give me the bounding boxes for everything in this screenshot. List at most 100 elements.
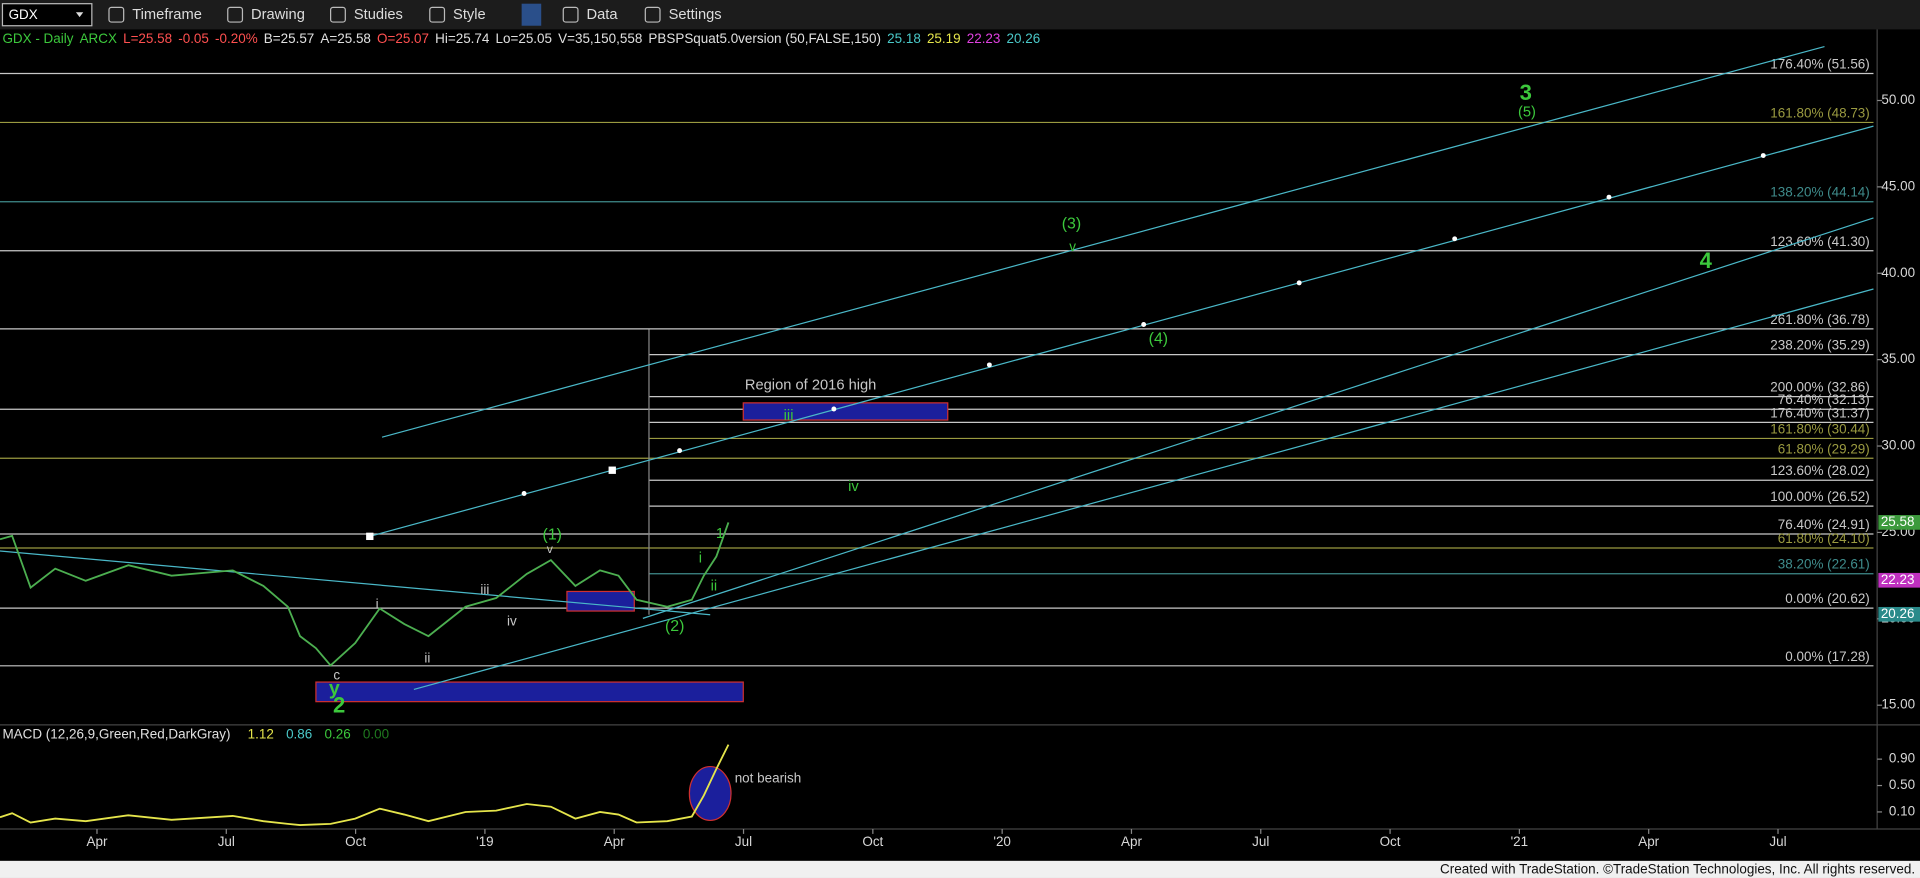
wave-label: i — [376, 596, 379, 611]
wave-label: 2 — [333, 692, 345, 717]
symbol-box[interactable] — [1, 3, 93, 27]
level-label: 238.20% (35.29) — [1770, 338, 1869, 353]
readout-part: 25.18 — [887, 31, 921, 46]
menu-item[interactable]: Studies — [354, 7, 403, 23]
menu-icon — [429, 6, 446, 23]
channel-line — [381, 45, 1825, 438]
menu-icon — [644, 6, 661, 23]
level-label: 123.60% (28.02) — [1770, 463, 1869, 478]
target-box — [566, 590, 635, 612]
y-tick-label: 15.00 — [1881, 697, 1915, 712]
readout-part: 22.23 — [967, 31, 1001, 46]
menu-icon — [562, 6, 579, 23]
wave-label: iv — [507, 614, 517, 629]
readout-part: L=25.58 — [123, 31, 172, 46]
marker — [521, 491, 527, 496]
wave-label: (1) — [543, 526, 562, 543]
marker — [1760, 153, 1766, 158]
wave-label: (4) — [1149, 330, 1168, 347]
footer: Created with TradeStation. ©TradeStation… — [1440, 862, 1915, 877]
x-tick-label: Apr — [87, 834, 108, 849]
y-tick-label: 30.00 — [1881, 438, 1915, 453]
menu-item[interactable]: Drawing — [251, 7, 305, 23]
channel-line — [369, 125, 1874, 537]
readout-part: O=25.07 — [377, 31, 429, 46]
level-label: 200.00% (32.86) — [1770, 380, 1869, 395]
level-label: 161.80% (48.73) — [1770, 105, 1869, 120]
readout-part: V=35,150,558 — [558, 31, 642, 46]
menu-item[interactable]: Timeframe — [132, 7, 202, 23]
wave-label: v — [1069, 239, 1076, 254]
x-tick-label: '20 — [993, 834, 1011, 849]
menu-item[interactable]: Data — [587, 7, 619, 23]
readout-part: ARCX — [80, 31, 117, 46]
readout-part: -0.05 — [178, 31, 209, 46]
highlight-ellipse — [688, 765, 732, 822]
level-label: 61.80% (29.29) — [1778, 441, 1870, 456]
wave-label: Region of 2016 high — [745, 378, 876, 394]
menu-item[interactable]: Style — [453, 7, 486, 23]
x-tick-label: '21 — [1511, 834, 1529, 849]
dropdown-arrow — [75, 12, 84, 18]
menu-icon — [330, 6, 346, 23]
macd-readout: 0.00 — [363, 726, 389, 741]
x-tick-label: Jul — [735, 834, 752, 849]
level-label: 76.40% (32.13) — [1778, 392, 1870, 407]
y-tick-label: 35.00 — [1881, 351, 1915, 366]
macd-readout: MACD (12,26,9,Green,Red,DarkGray) 1.12 0.8… — [2, 726, 389, 741]
level-label: 176.40% (31.37) — [1770, 405, 1869, 420]
menu-icon — [108, 6, 125, 23]
readout-part: Lo=25.05 — [496, 31, 553, 46]
marker — [677, 448, 683, 454]
marker — [831, 406, 837, 412]
channel-line — [642, 217, 1874, 619]
marker — [986, 362, 992, 368]
wave-label: ii — [711, 578, 718, 594]
wave-label: iii — [480, 582, 489, 597]
x-axis — [0, 830, 1878, 860]
x-tick-label: Jul — [1252, 834, 1269, 849]
wave-label: (5) — [1518, 105, 1536, 121]
readout-part: GDX - Daily — [2, 31, 73, 46]
wave-label: y — [329, 678, 340, 700]
wave-label: iii — [784, 408, 794, 424]
target-box — [742, 402, 949, 421]
level-label: 76.40% (24.91) — [1778, 517, 1870, 532]
wave-label: iv — [848, 479, 859, 495]
y-tick-label: 0.90 — [1889, 751, 1915, 766]
symbol[interactable]: GDX — [9, 7, 38, 22]
readout-part: Hi=25.74 — [435, 31, 490, 46]
header-readout: GDX - Daily ARCX L=25.58 -0.05 -0.20% B=25.57… — [2, 31, 1040, 46]
level-label: 61.80% (24.10) — [1778, 531, 1870, 546]
y-tick-label: 40.00 — [1881, 265, 1915, 280]
x-tick-label: Apr — [1638, 834, 1659, 849]
x-tick-label: Apr — [604, 834, 625, 849]
price-tag-label: 22.23 — [1881, 572, 1915, 587]
layout-button[interactable] — [521, 3, 542, 26]
price-tag — [1878, 572, 1920, 588]
wave-label: 1 — [716, 526, 724, 542]
wave-label: (2) — [665, 618, 684, 635]
footer-bar — [0, 860, 1920, 878]
price-tag-label: 25.58 — [1881, 514, 1915, 529]
level-label: 0.00% (17.28) — [1785, 649, 1870, 664]
toolbar — [0, 0, 1920, 30]
macd-readout: 0.26 — [325, 726, 351, 741]
price-tag-label: 20.26 — [1881, 606, 1915, 621]
wave-label: v — [547, 542, 554, 556]
x-tick-label: Jul — [218, 834, 235, 849]
readout-part: 25.19 — [927, 31, 961, 46]
x-tick-label: '19 — [476, 834, 494, 849]
macd-readout: 0.86 — [286, 726, 312, 741]
level-label: 38.20% (22.61) — [1778, 557, 1870, 572]
x-tick-label: Oct — [862, 834, 883, 849]
wave-label: c — [333, 668, 340, 683]
x-tick-label: Apr — [1121, 834, 1142, 849]
marker — [1296, 280, 1302, 286]
menu-item[interactable]: Settings — [669, 7, 722, 23]
marker — [366, 532, 374, 541]
y-tick-label: 45.00 — [1881, 178, 1915, 193]
level-label: 261.80% (36.78) — [1770, 312, 1869, 327]
